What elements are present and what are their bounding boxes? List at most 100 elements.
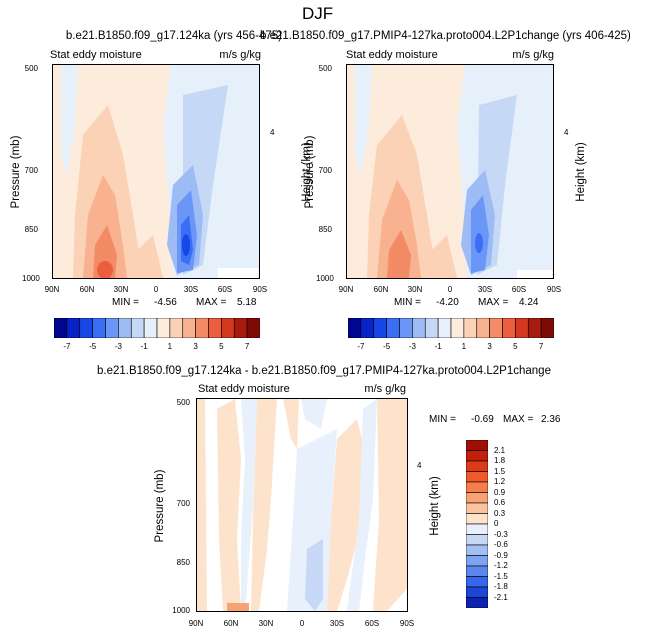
right-blue-band <box>355 65 372 175</box>
bottom-blue-patch-4 <box>301 399 327 429</box>
bottom-blue-patch-3 <box>305 539 323 611</box>
bottom-orange-patch-3 <box>251 399 277 611</box>
right-xtick-30S: 30S <box>477 285 493 294</box>
bottom-colorbar-swatch-10 <box>466 544 488 556</box>
bottom-colorbar-label--0.6: -0.6 <box>494 540 508 549</box>
bottom-colorbar-label--1.8: -1.8 <box>494 582 508 591</box>
left-blue-band <box>61 65 78 175</box>
right-xtick-60N: 60N <box>373 285 389 294</box>
left-heatmap <box>53 65 259 278</box>
bottom-colorbar-swatch-14 <box>466 586 488 598</box>
bottom-ytick-850: 850 <box>176 558 190 567</box>
bottom-colorbar-label-1.2: 1.2 <box>494 477 506 486</box>
right-orange-east <box>427 235 457 278</box>
bottom-colorbar-label--0.9: -0.9 <box>494 550 508 560</box>
bottom-colorbar-swatch-7 <box>466 513 488 525</box>
bottom-colorbar-label-1.8: 1.8 <box>494 456 506 465</box>
left-colorbar-swatch-12 <box>208 318 222 338</box>
right-max-label: MAX = <box>478 297 509 308</box>
left-colorbar-label-3: 3 <box>193 342 198 351</box>
bottom-orange-patch-1 <box>197 399 207 611</box>
left-colorbar-swatch-13 <box>221 318 235 338</box>
left-colorbar-label-1: 1 <box>167 342 173 351</box>
left-units-label: m/s g/kg <box>219 49 261 61</box>
bottom-xtick-30S: 30S <box>329 619 345 628</box>
right-heatmap <box>347 65 553 278</box>
left-colorbar-swatch-2 <box>79 318 93 338</box>
bottom-colorbar-swatch-0 <box>466 440 488 451</box>
right-colorbar-swatch-6 <box>424 318 439 338</box>
left-colorbar <box>54 318 260 338</box>
bottom-colorbar-label-2.1: 2.1 <box>494 445 506 455</box>
bottom-orange-surface <box>227 603 249 611</box>
right-ytick-1000: 1000 <box>316 274 334 283</box>
left-colorbar-swatch-6 <box>130 318 145 338</box>
bottom-variable-label: Stat eddy moisture <box>198 383 290 395</box>
right-variable-label: Stat eddy moisture <box>346 49 438 61</box>
right-colorbar-label-7: 7 <box>538 342 544 351</box>
right-colorbar-label-3: 3 <box>487 342 492 351</box>
bottom-y2label: Height (km) <box>429 476 441 536</box>
bottom-colorbar-swatch-6 <box>466 502 488 514</box>
bottom-blue-patch-5 <box>347 399 377 611</box>
left-colorbar-label--1: -1 <box>140 342 148 351</box>
left-colorbar-swatch-9 <box>169 318 184 338</box>
bottom-colorbar-swatch-9 <box>466 534 488 546</box>
bottom-colorbar-swatch-15 <box>466 597 488 608</box>
left-blue-min <box>182 234 190 256</box>
bottom-ytick-500: 500 <box>176 398 190 407</box>
bottom-max-value: 2.36 <box>541 414 561 425</box>
bottom-min-label: MIN = <box>429 414 456 425</box>
bottom-colorbar-swatch-4 <box>466 481 488 493</box>
left-colorbar-swatch-4 <box>105 318 119 338</box>
bottom-colorbar-label--1.2: -1.2 <box>494 561 508 570</box>
figure-title: DJF <box>302 4 334 23</box>
bottom-colorbar-swatch-3 <box>466 471 488 483</box>
bottom-xtick-0: 0 <box>299 619 305 628</box>
bottom-xtick-60N: 60N <box>223 619 239 628</box>
left-colorbar-swatch-3 <box>92 318 106 338</box>
left-colorbar-swatch-15 <box>246 318 260 338</box>
bottom-orange-patch-4 <box>283 399 299 449</box>
right-blue-min <box>475 233 483 253</box>
bottom-colorbar-swatch-12 <box>466 565 488 577</box>
bottom-colorbar-label--2.1: -2.1 <box>494 592 508 602</box>
right-colorbar-swatch-10 <box>476 318 490 338</box>
bottom-colorbar-swatch-11 <box>466 555 488 567</box>
right-y2tick-4: 4 <box>564 128 569 137</box>
bottom-colorbar-label-0.9: 0.9 <box>494 487 506 497</box>
bottom-blue-patch-1 <box>241 399 257 611</box>
bottom-ytick-700: 700 <box>176 499 190 508</box>
bottom-colorbar-label-0: 0 <box>494 519 499 528</box>
left-orange-max <box>97 261 113 278</box>
right-colorbar-label--5: -5 <box>383 342 391 351</box>
right-xtick-90S: 90S <box>546 285 562 294</box>
bottom-blue-patch-2 <box>287 429 337 611</box>
bottom-min-value: -0.69 <box>471 414 494 425</box>
right-xtick-0: 0 <box>447 285 453 294</box>
right-xtick-30N: 30N <box>407 285 423 294</box>
left-colorbar-label-7: 7 <box>244 342 250 351</box>
left-min-label: MIN = <box>112 297 139 308</box>
left-colorbar-swatch-11 <box>195 318 209 338</box>
right-colorbar-swatch-2 <box>373 318 387 338</box>
bottom-xtick-60S: 60S <box>364 619 380 628</box>
right-ytick-700: 700 <box>318 166 332 175</box>
right-panel-title: b.e21.B1850.f09_g17.PMIP4-127ka.proto004… <box>260 30 631 42</box>
bottom-xtick-90S: 90S <box>399 619 415 628</box>
right-white-patch <box>517 270 552 278</box>
left-colorbar-swatch-5 <box>118 318 132 338</box>
left-max-label: MAX = <box>196 297 227 308</box>
left-ytick-1000: 1000 <box>22 274 40 283</box>
right-colorbar-swatch-11 <box>489 318 503 338</box>
left-orange-east <box>133 235 163 278</box>
right-colorbar-swatch-3 <box>386 318 400 338</box>
bottom-units-label: m/s g/kg <box>364 383 406 395</box>
bottom-colorbar-label--0.3: -0.3 <box>494 529 508 539</box>
right-max-value: 4.24 <box>519 297 539 308</box>
left-colorbar-swatch-1 <box>66 318 81 338</box>
bottom-y2tick-4: 4 <box>417 461 422 470</box>
left-ytick-850: 850 <box>24 225 38 234</box>
right-xtick-60S: 60S <box>511 285 527 294</box>
right-colorbar-swatch-7 <box>437 318 452 338</box>
